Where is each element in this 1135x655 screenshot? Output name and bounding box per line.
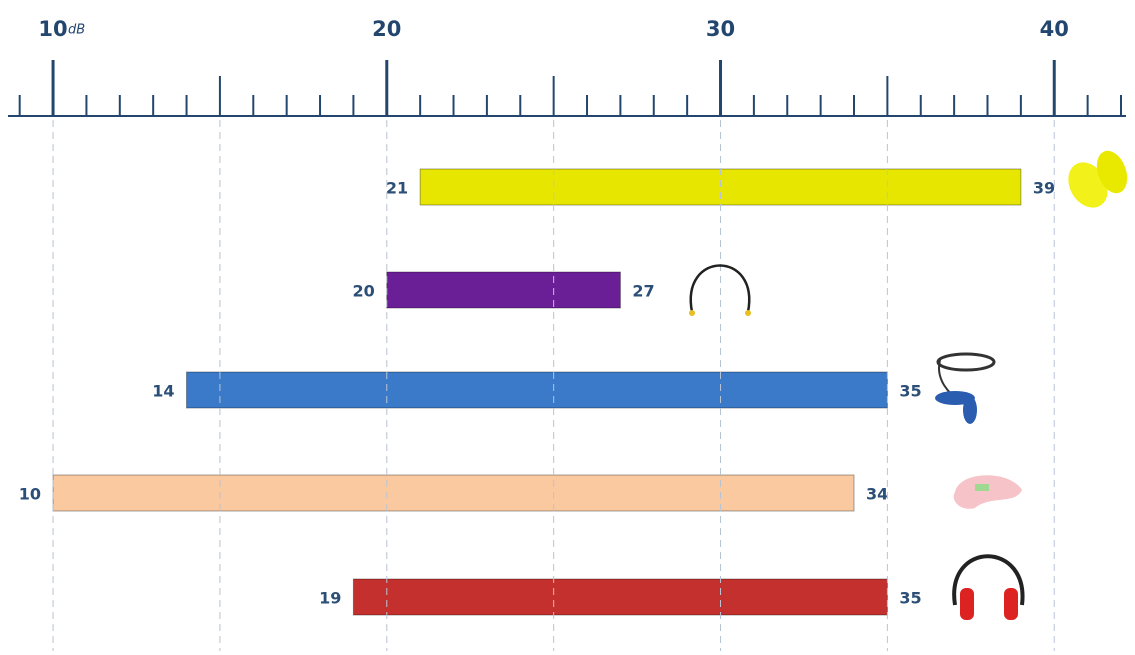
icon-corded-earplugs [935, 354, 994, 424]
range-bar [387, 272, 621, 308]
low-value-label: 21 [386, 179, 408, 198]
range-bar [187, 372, 888, 408]
range-bar [353, 579, 887, 615]
low-value-label: 10 [19, 485, 41, 504]
x-tick-label: 40 [1040, 17, 1069, 41]
high-value-label: 39 [1033, 179, 1055, 198]
high-value-label: 35 [899, 589, 921, 608]
low-value-label: 20 [353, 282, 375, 301]
icon-earmuff [954, 556, 1022, 620]
icon-custom-earplug [954, 475, 1022, 509]
x-tick-label: 20 [372, 17, 401, 41]
icon-yellow-earplugs [1060, 147, 1132, 215]
high-value-label: 35 [899, 382, 921, 401]
x-tick-label: 10 [38, 17, 67, 41]
x-tick-label: 30 [706, 17, 735, 41]
high-value-label: 27 [632, 282, 654, 301]
chart: 3519Earmuff3410Customized earplug3514Pre… [0, 0, 1135, 651]
icon-canal-caps [689, 266, 751, 317]
high-value-label: 34 [866, 485, 888, 504]
range-bar [53, 475, 854, 511]
low-value-label: 14 [152, 382, 174, 401]
unit-label: dB [68, 23, 85, 38]
low-value-label: 19 [319, 589, 341, 608]
